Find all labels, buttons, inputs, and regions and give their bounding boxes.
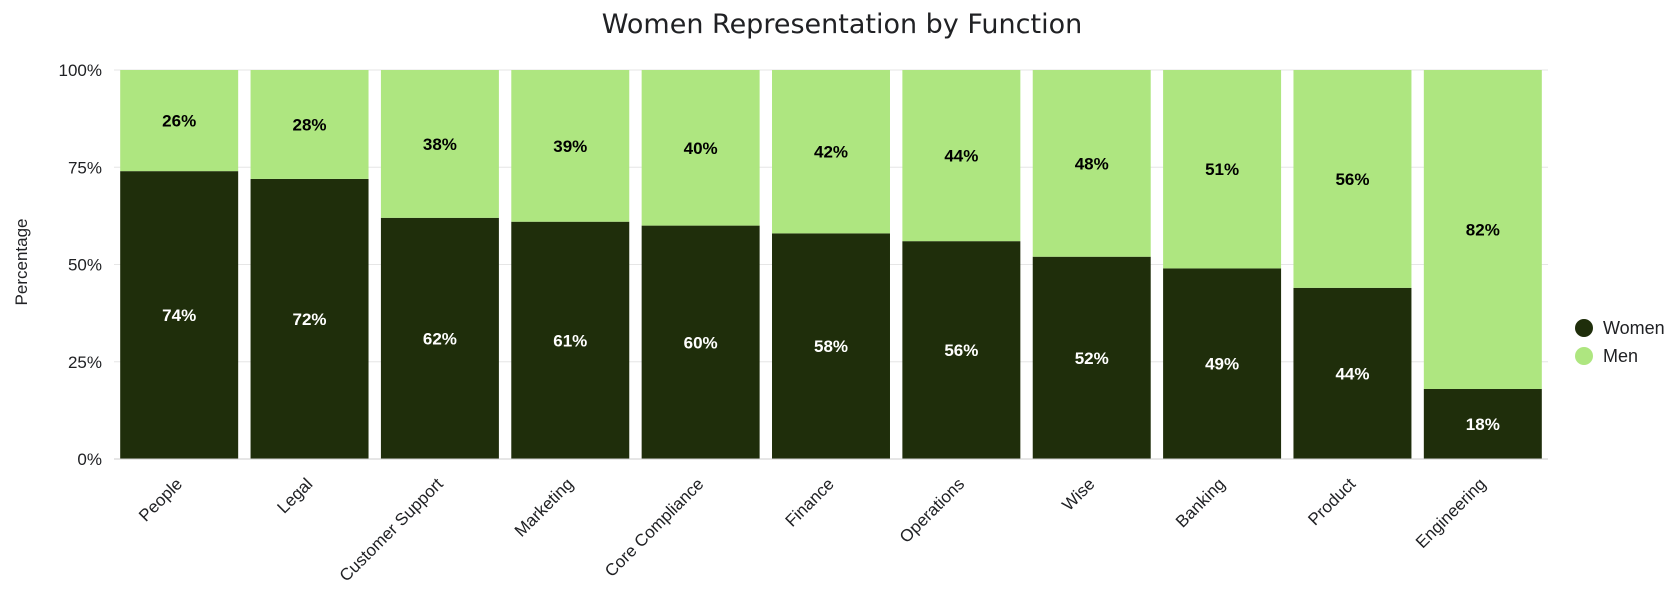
x-tick-label: Finance [782,474,838,530]
bar-women [511,221,630,459]
y-axis-ticks: 0% 25% 50% 75% 100% [59,61,102,469]
bar-women [1163,268,1282,459]
data-label-men: 82% [1466,220,1500,239]
x-tick-label: People [135,474,186,525]
data-label-women: 18% [1466,415,1500,434]
data-label-women: 61% [553,331,587,350]
data-label-men: 56% [1335,170,1369,189]
bar-women [1423,388,1542,459]
bar-women [1293,287,1412,459]
legend-marker [1575,319,1593,337]
x-tick-label: Banking [1172,474,1229,531]
bar-women [120,171,239,459]
data-label-women: 72% [293,310,327,329]
data-label-women: 56% [944,341,978,360]
bar-women [380,217,499,459]
bar-men [1163,70,1282,269]
data-label-men: 51% [1205,160,1239,179]
data-label-men: 44% [944,147,978,166]
data-label-women: 58% [814,337,848,356]
x-tick-label: Marketing [511,474,577,540]
y-tick-label: 100% [59,61,102,80]
chart-title: Women Representation by Function [602,9,1082,40]
bar-women [250,178,369,460]
legend: Women Men [1575,318,1665,366]
x-axis-ticks: People Legal Customer Support Marketing Core… [135,474,1490,585]
y-axis-label: Percentage [12,219,31,306]
y-tick-label: 75% [68,158,102,177]
data-label-women: 44% [1335,364,1369,383]
x-tick-label: Engineering [1412,474,1490,552]
data-label-men: 38% [423,135,457,154]
data-label-women: 60% [684,333,718,352]
legend-marker [1575,347,1593,365]
bar-women [772,233,890,459]
bar-men [120,70,239,172]
data-label-men: 40% [684,139,718,158]
data-label-men: 26% [162,112,196,131]
legend-label: Women [1603,318,1665,338]
x-tick-label: Product [1304,474,1359,529]
bar-men [902,70,1021,242]
bar-men [511,70,630,222]
data-label-men: 39% [553,137,587,156]
bar-women [641,225,760,459]
bar-men [250,70,369,179]
data-label-men: 48% [1075,154,1109,173]
data-label-women: 62% [423,329,457,348]
y-tick-label: 25% [68,353,102,372]
x-tick-label: Legal [274,474,317,517]
bar-men [1423,70,1542,389]
x-tick-label: Customer Support [336,474,447,585]
legend-label: Men [1603,346,1638,366]
data-label-men: 42% [814,143,848,162]
data-label-women: 74% [162,306,196,325]
y-tick-label: 0% [77,450,102,469]
bar-men [1032,70,1151,257]
x-tick-label: Operations [896,474,968,546]
bar-women [902,241,1021,459]
data-label-women: 52% [1075,349,1109,368]
data-label-men: 28% [293,115,327,134]
bar-men [772,70,890,234]
x-tick-label: Wise [1058,474,1098,514]
bar-men [1293,70,1412,288]
data-label-women: 49% [1205,355,1239,374]
y-tick-label: 50% [68,256,102,275]
bars: 74% 26% 72% 28% 62% 38% 61% 39% 60% 40% 58% 42% 56% 4… [120,70,1542,460]
bar-men [641,70,760,226]
x-tick-label: Core Compliance [601,474,707,580]
bar-women [1032,256,1151,459]
bar-men [380,70,499,218]
